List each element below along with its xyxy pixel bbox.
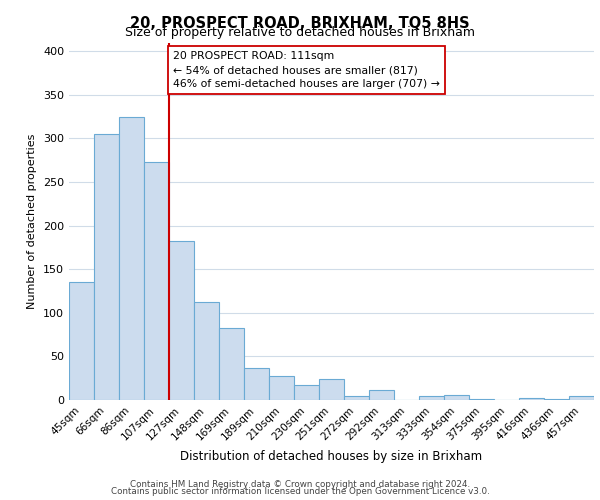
Bar [219,328,244,400]
Text: Size of property relative to detached houses in Brixham: Size of property relative to detached ho… [125,26,475,39]
Bar [144,162,169,400]
Bar [69,282,94,400]
Bar [519,398,544,400]
Bar [169,242,194,400]
Bar [94,134,119,400]
Bar [419,396,444,400]
X-axis label: Distribution of detached houses by size in Brixham: Distribution of detached houses by size … [181,450,482,463]
Bar [319,379,344,400]
Text: Contains public sector information licensed under the Open Government Licence v3: Contains public sector information licen… [110,487,490,496]
Text: Contains HM Land Registry data © Crown copyright and database right 2024.: Contains HM Land Registry data © Crown c… [130,480,470,489]
Bar [469,399,494,400]
Bar [244,368,269,400]
Bar [269,376,294,400]
Bar [444,395,469,400]
Bar [294,385,319,400]
Text: 20, PROSPECT ROAD, BRIXHAM, TQ5 8HS: 20, PROSPECT ROAD, BRIXHAM, TQ5 8HS [130,16,470,31]
Text: 20 PROSPECT ROAD: 111sqm
← 54% of detached houses are smaller (817)
46% of semi-: 20 PROSPECT ROAD: 111sqm ← 54% of detach… [173,51,440,89]
Y-axis label: Number of detached properties: Number of detached properties [28,134,37,309]
Bar [569,396,594,400]
Bar [119,116,144,400]
Bar [194,302,219,400]
Bar [369,390,394,400]
Bar [544,399,569,400]
Bar [344,396,369,400]
